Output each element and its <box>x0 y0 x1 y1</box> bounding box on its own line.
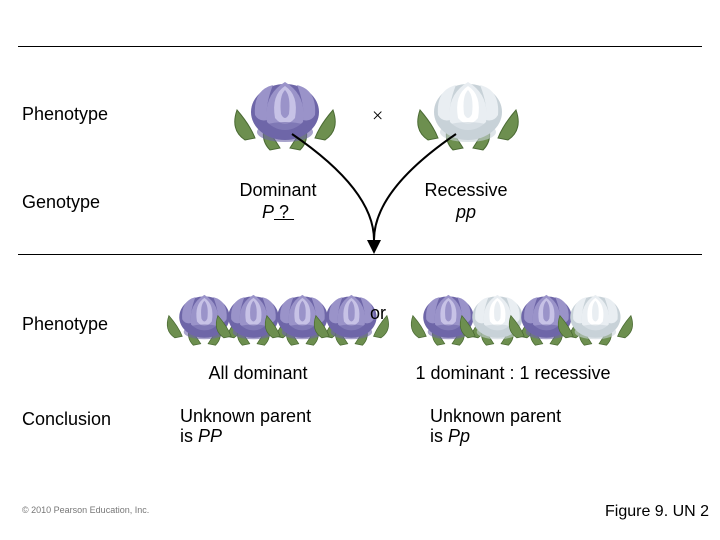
conclusion-PP: Unknown parent is PP <box>180 407 311 447</box>
conclusion-PP-line1: Unknown parent <box>180 406 311 426</box>
figure-reference: Figure 9. UN 2 <box>605 503 709 521</box>
rule-top <box>18 46 702 47</box>
caption-all-dominant: All dominant <box>158 363 358 385</box>
conclusion-PP-prefix: is <box>180 426 198 446</box>
label-phenotype-offspring: Phenotype <box>22 315 108 335</box>
diagram-stage: Phenotype Genotype Phenotype Conclusion <box>0 0 720 540</box>
conclusion-Pp-allele: Pp <box>448 426 470 446</box>
label-conclusion: Conclusion <box>22 410 111 430</box>
label-genotype: Genotype <box>22 193 100 213</box>
label-or: or <box>370 304 386 324</box>
conclusion-Pp: Unknown parent is Pp <box>430 407 561 447</box>
label-phenotype-parent: Phenotype <box>22 105 108 125</box>
cross-arrow-icon <box>286 130 462 256</box>
conclusion-Pp-line1: Unknown parent <box>430 406 561 426</box>
conclusion-Pp-prefix: is <box>430 426 448 446</box>
caption-ratio: 1 dominant : 1 recessive <box>383 363 643 385</box>
copyright-text: © 2010 Pearson Education, Inc. <box>22 505 149 515</box>
conclusion-PP-allele: PP <box>198 426 222 446</box>
dominant-P: P <box>262 202 274 222</box>
cross-icon: × <box>372 105 383 128</box>
flower-white <box>551 286 640 358</box>
